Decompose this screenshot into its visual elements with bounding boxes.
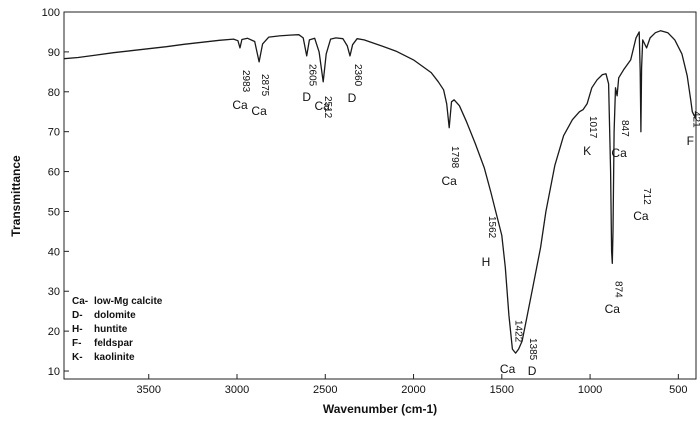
x-tick-label: 1000 xyxy=(578,384,602,396)
x-tick-label: 500 xyxy=(669,384,687,396)
y-tick-label: 20 xyxy=(48,326,60,338)
x-tick-label: 1500 xyxy=(490,384,514,396)
peak-code-1562: H xyxy=(482,255,491,269)
legend-label: huntite xyxy=(94,324,128,335)
peak-wavenumber-847: 847 xyxy=(619,120,630,137)
y-tick-label: 60 xyxy=(48,167,60,179)
x-tick-label: 2500 xyxy=(313,384,337,396)
legend-code: D- xyxy=(72,310,83,321)
x-axis: 3500 3000 2500 2000 1500 1000 500 xyxy=(136,374,688,396)
y-tick-label: 70 xyxy=(48,127,60,139)
peak-code-2875: Ca xyxy=(251,104,267,118)
legend-label: dolomite xyxy=(94,310,136,321)
peak-code-2512: Ca xyxy=(315,99,331,113)
peak-code-421: F xyxy=(687,134,694,148)
x-axis-title: Wavenumber (cm-1) xyxy=(323,402,437,416)
peak-code-712: Ca xyxy=(633,209,649,223)
plot-frame xyxy=(63,11,697,380)
legend: Ca-low-Mg calcite D-dolomite H-huntite F-fe… xyxy=(72,296,163,363)
peak-wavenumber-421: 421 xyxy=(690,111,700,128)
y-axis-title: Transmittance xyxy=(9,155,23,237)
peak-wavenumber-1562: 1562 xyxy=(486,216,497,239)
peak-code-1798: Ca xyxy=(442,174,458,188)
peak-wavenumber-1385: 1385 xyxy=(527,338,538,361)
peak-code-2360: D xyxy=(348,91,357,105)
legend-label: feldspar xyxy=(94,338,133,349)
y-tick-label: 40 xyxy=(48,246,60,258)
peak-wavenumber-1798: 1798 xyxy=(449,146,460,169)
peak-wavenumber-874: 874 xyxy=(612,281,623,298)
y-axis: 10 20 30 40 50 60 70 80 90 100 xyxy=(42,7,69,378)
y-tick-label: 90 xyxy=(48,47,60,59)
y-tick-label: 50 xyxy=(48,206,60,218)
legend-label: low-Mg calcite xyxy=(94,296,163,307)
peak-wavenumber-2983: 2983 xyxy=(240,70,251,93)
x-tick-label: 3500 xyxy=(136,384,160,396)
peak-code-847: Ca xyxy=(611,146,627,160)
y-tick-label: 100 xyxy=(42,7,60,19)
peak-wavenumber-712: 712 xyxy=(641,188,652,205)
peak-code-2983: Ca xyxy=(232,98,248,112)
x-tick-label: 2000 xyxy=(401,384,425,396)
peak-wavenumber-2512: 2512 xyxy=(322,96,333,119)
peak-code-2605: D xyxy=(302,90,311,104)
legend-code: F- xyxy=(72,338,81,349)
legend-code: H- xyxy=(72,324,83,335)
y-tick-label: 30 xyxy=(48,286,60,298)
y-tick-label: 10 xyxy=(48,366,60,378)
peak-wavenumber-1422: 1422 xyxy=(513,320,524,343)
x-tick-label: 3000 xyxy=(225,384,249,396)
peak-code-1385: D xyxy=(528,364,537,378)
peak-wavenumber-2605: 2605 xyxy=(307,64,318,87)
legend-label: kaolinite xyxy=(94,352,135,363)
legend-code: Ca- xyxy=(72,296,88,307)
peak-code-1017: K xyxy=(583,144,591,158)
y-tick-label: 80 xyxy=(48,87,60,99)
peak-wavenumber-2875: 2875 xyxy=(259,74,270,97)
legend-code: K- xyxy=(72,352,83,363)
peak-wavenumber-2360: 2360 xyxy=(352,64,363,87)
peak-code-874: Ca xyxy=(605,302,621,316)
peak-code-1422: Ca xyxy=(500,362,516,376)
spectrum-line xyxy=(63,30,697,354)
peak-wavenumber-1017: 1017 xyxy=(587,116,598,139)
